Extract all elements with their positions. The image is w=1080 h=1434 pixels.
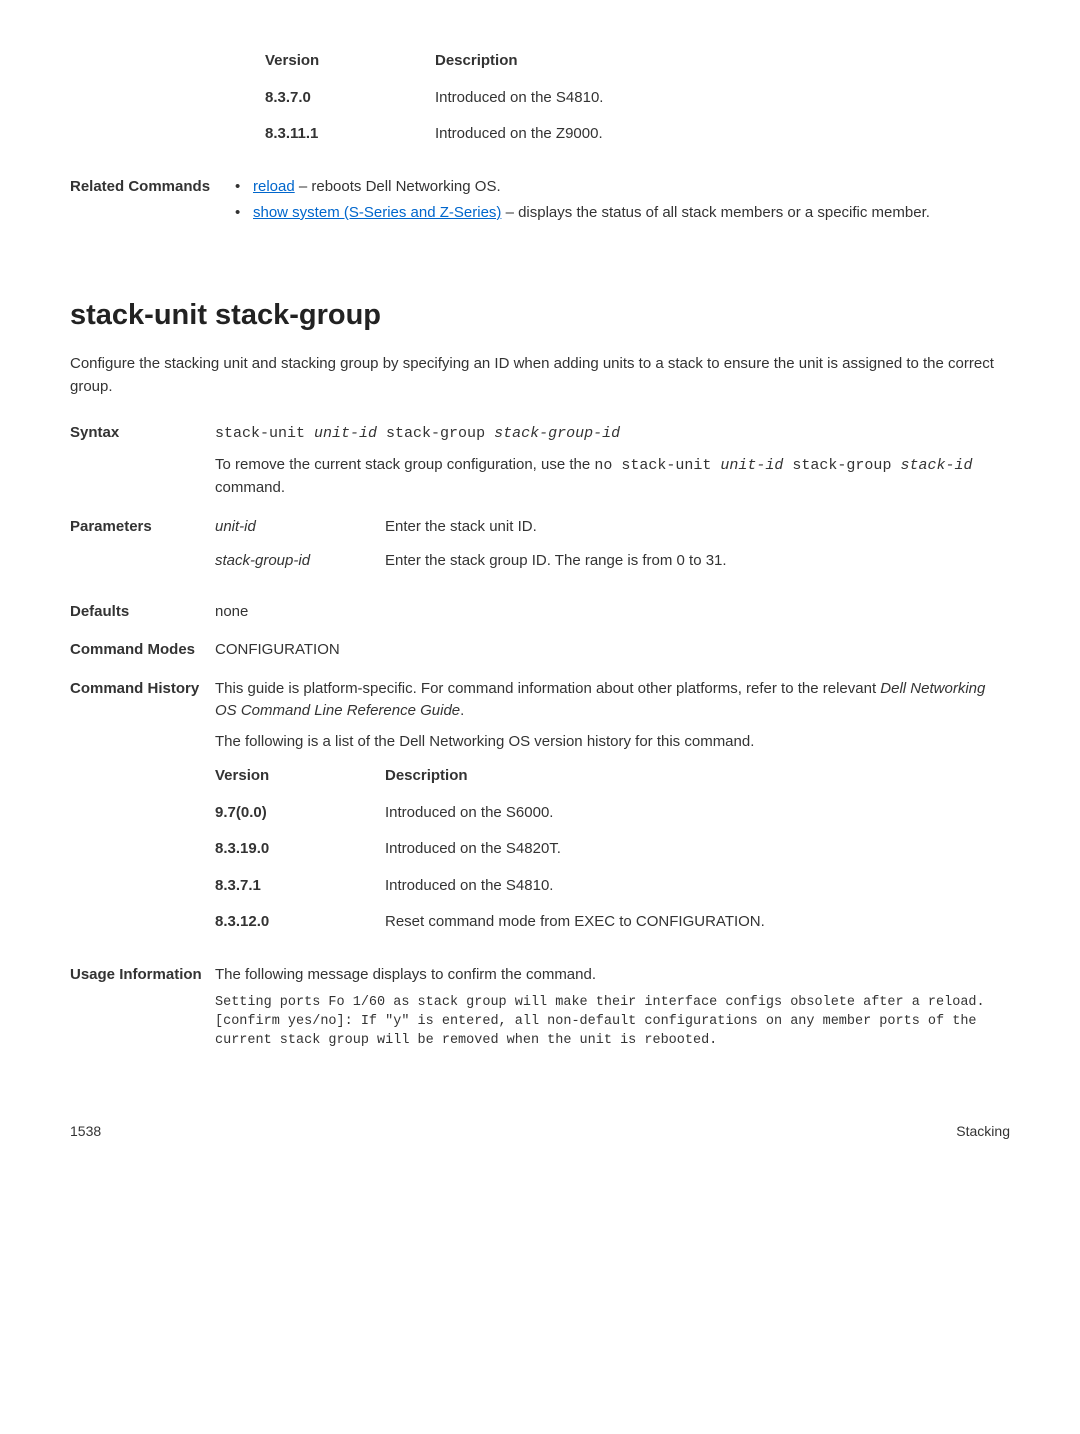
syntax-content: stack-unit unit-id stack-group stack-gro…	[215, 422, 1010, 500]
section-heading: stack-unit stack-group	[70, 294, 1010, 338]
table-header-row: Version Description	[215, 765, 1010, 788]
related-commands-label: Related Commands	[70, 176, 215, 229]
top-version-table: Version Description 8.3.7.0 Introduced o…	[265, 50, 1010, 146]
list-item-suffix: – reboots Dell Networking OS.	[295, 178, 501, 195]
related-commands-section: Related Commands reload – reboots Dell N…	[70, 176, 1010, 229]
syntax-line-1: stack-unit unit-id stack-group stack-gro…	[215, 422, 1010, 446]
command-modes-value: CONFIGURATION	[215, 639, 1010, 662]
syntax-section: Syntax stack-unit unit-id stack-group st…	[70, 422, 1010, 500]
syntax-unit-id: unit-id	[314, 425, 377, 442]
page-number: 1538	[70, 1121, 101, 1142]
syntax-prefix: stack-unit	[215, 425, 314, 442]
table-row: 8.3.7.1 Introduced on the S4810.	[215, 875, 1010, 898]
param-desc: Enter the stack unit ID.	[385, 516, 1010, 539]
param-row: unit-id Enter the stack unit ID.	[215, 516, 1010, 539]
description-cell: Introduced on the S6000.	[385, 802, 553, 825]
defaults-label: Defaults	[70, 601, 215, 624]
version-cell: 8.3.7.0	[265, 87, 435, 110]
usage-intro: The following message displays to confir…	[215, 964, 1010, 987]
usage-content: The following message displays to confir…	[215, 964, 1010, 1051]
history-version-table: Version Description 9.7(0.0) Introduced …	[215, 765, 1010, 934]
parameters-content: unit-id Enter the stack unit ID. stack-g…	[215, 516, 1010, 585]
history-para1: This guide is platform-specific. For com…	[215, 678, 1010, 723]
syntax-label: Syntax	[70, 422, 215, 500]
command-modes-section: Command Modes CONFIGURATION	[70, 639, 1010, 662]
description-cell: Introduced on the Z9000.	[435, 123, 603, 146]
usage-section: Usage Information The following message …	[70, 964, 1010, 1051]
defaults-value: none	[215, 601, 1010, 624]
syntax-remove-suffix: command.	[215, 479, 285, 496]
parameters-label: Parameters	[70, 516, 215, 585]
syntax-mid: stack-group	[377, 425, 494, 442]
description-cell: Reset command mode from EXEC to CONFIGUR…	[385, 911, 765, 934]
list-item-suffix: – displays the status of all stack membe…	[501, 204, 930, 221]
version-cell: 8.3.11.1	[265, 123, 435, 146]
history-para2: The following is a list of the Dell Netw…	[215, 731, 1010, 754]
section-intro: Configure the stacking unit and stacking…	[70, 353, 1010, 398]
param-name: unit-id	[215, 516, 385, 539]
description-cell: Introduced on the S4810.	[385, 875, 553, 898]
header-version: Version	[265, 50, 435, 73]
syntax-stack-group-id: stack-group-id	[494, 425, 620, 442]
syntax-line-2: To remove the current stack group config…	[215, 454, 1010, 500]
version-cell: 8.3.7.1	[215, 875, 385, 898]
parameters-section: Parameters unit-id Enter the stack unit …	[70, 516, 1010, 585]
description-cell: Introduced on the S4820T.	[385, 838, 561, 861]
syntax-code2: stack-group	[783, 457, 900, 474]
header-version: Version	[215, 765, 385, 788]
list-item: show system (S-Series and Z-Series) – di…	[235, 202, 1010, 225]
table-row: 8.3.19.0 Introduced on the S4820T.	[215, 838, 1010, 861]
version-cell: 8.3.12.0	[215, 911, 385, 934]
table-row: 8.3.7.0 Introduced on the S4810.	[265, 87, 1010, 110]
version-cell: 9.7(0.0)	[215, 802, 385, 825]
param-row: stack-group-id Enter the stack group ID.…	[215, 550, 1010, 573]
usage-code-block: Setting ports Fo 1/60 as stack group wil…	[215, 994, 1010, 1051]
command-history-section: Command History This guide is platform-s…	[70, 678, 1010, 948]
usage-label: Usage Information	[70, 964, 215, 1051]
table-row: 9.7(0.0) Introduced on the S6000.	[215, 802, 1010, 825]
footer-section: Stacking	[956, 1121, 1010, 1142]
syntax-remove-prefix: To remove the current stack group config…	[215, 456, 594, 473]
syntax-code-unit-id: unit-id	[720, 457, 783, 474]
param-name: stack-group-id	[215, 550, 385, 573]
command-history-label: Command History	[70, 678, 215, 948]
param-desc: Enter the stack group ID. The range is f…	[385, 550, 1010, 573]
version-cell: 8.3.19.0	[215, 838, 385, 861]
related-commands-list: reload – reboots Dell Networking OS. sho…	[215, 176, 1010, 225]
table-header-row: Version Description	[265, 50, 1010, 73]
command-history-content: This guide is platform-specific. For com…	[215, 678, 1010, 948]
history-para1-suffix: .	[460, 702, 464, 719]
show-system-link[interactable]: show system (S-Series and Z-Series)	[253, 204, 501, 221]
defaults-section: Defaults none	[70, 601, 1010, 624]
table-row: 8.3.11.1 Introduced on the Z9000.	[265, 123, 1010, 146]
history-para1-prefix: This guide is platform-specific. For com…	[215, 680, 880, 697]
command-modes-label: Command Modes	[70, 639, 215, 662]
table-row: 8.3.12.0 Reset command mode from EXEC to…	[215, 911, 1010, 934]
syntax-code1: no stack-unit	[594, 457, 720, 474]
reload-link[interactable]: reload	[253, 178, 295, 195]
description-cell: Introduced on the S4810.	[435, 87, 603, 110]
related-commands-content: reload – reboots Dell Networking OS. sho…	[215, 176, 1010, 229]
list-item: reload – reboots Dell Networking OS.	[235, 176, 1010, 199]
page-footer: 1538 Stacking	[70, 1121, 1010, 1142]
header-description: Description	[435, 50, 518, 73]
header-description: Description	[385, 765, 468, 788]
syntax-code-stack-id: stack-id	[900, 457, 972, 474]
